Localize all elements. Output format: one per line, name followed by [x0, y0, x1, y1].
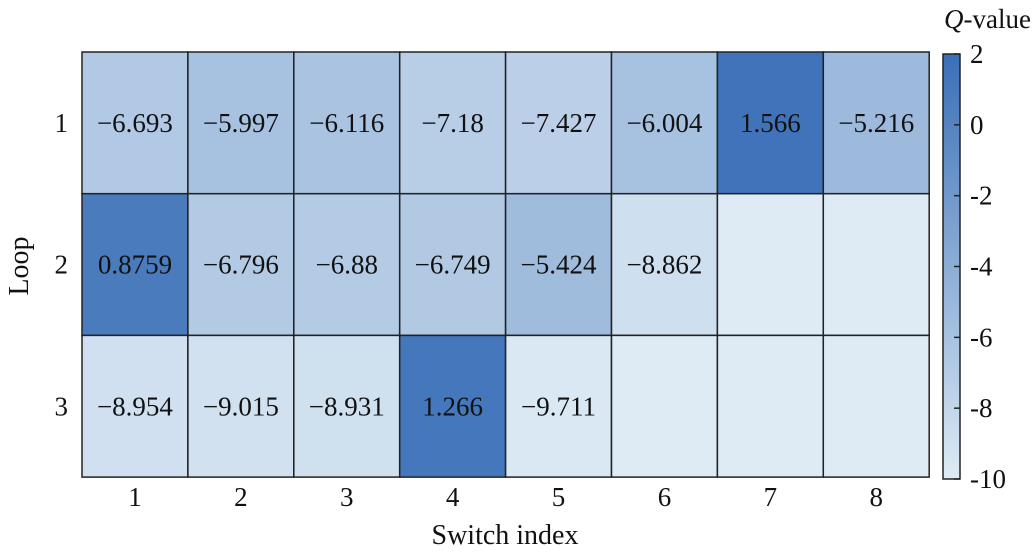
colorbar-tick-label: -2: [970, 181, 993, 211]
heatmap-cell: [398, 192, 507, 337]
cell-value-label: −6.116: [309, 108, 384, 138]
y-tick-label: 3: [55, 391, 69, 421]
heatmap-cell: [504, 51, 613, 195]
heatmap-cell: [822, 192, 930, 337]
x-tick-label: 4: [446, 482, 460, 512]
cell-value-label: −9.711: [521, 391, 596, 421]
cell-value-label: −8.862: [626, 250, 702, 280]
cell-value-label: −8.931: [309, 391, 385, 421]
x-tick-label: 6: [658, 482, 672, 512]
x-axis-title: Switch index: [432, 520, 579, 551]
cell-value-label: −7.427: [521, 108, 597, 138]
x-tick-label: 8: [870, 482, 884, 512]
colorbar-tick-label: -10: [970, 464, 1006, 494]
heatmap-cell: [81, 334, 189, 478]
heatmap-cell: [81, 51, 189, 195]
heatmap-cell: [293, 334, 401, 478]
heatmap-cell: [610, 192, 719, 337]
heatmap-cell: [504, 334, 613, 478]
colorbar-tick-label: 2: [970, 39, 984, 69]
heatmap-cell: [716, 334, 825, 478]
heatmap-cell: [822, 51, 930, 195]
x-tick-label: 2: [234, 482, 248, 512]
colorbar-tick-label: -8: [970, 393, 993, 423]
heatmap-cell: [187, 334, 295, 478]
cell-value-label: 1.566: [740, 108, 801, 138]
heatmap-cell: [398, 334, 507, 478]
cell-value-label: −5.997: [203, 108, 279, 138]
cell-value-label: −8.954: [97, 391, 173, 421]
y-axis-title: Loop: [4, 236, 35, 295]
cell-value-label: −6.004: [626, 108, 702, 138]
colorbar-tick-label: -4: [970, 252, 993, 282]
colorbar-title: Q-value: [944, 4, 1031, 34]
colorbar-title-italic: Q: [944, 4, 964, 34]
heatmap-cell-labels: −6.693 −5.997 −6.116 −7.18 −7.427 −6.004 1.566…: [97, 108, 914, 421]
x-tick-label: 3: [340, 482, 354, 512]
heatmap-cell: [398, 51, 507, 195]
heatmap-cell: [187, 51, 295, 195]
colorbar-tick-label: -6: [970, 322, 993, 352]
y-axis-ticks: 1 2 3: [55, 108, 69, 421]
cell-value-label: −6.796: [203, 250, 279, 280]
cell-value-label: 1.266: [422, 391, 483, 421]
cell-value-label: −6.749: [415, 250, 491, 280]
heatmap-cell: [822, 334, 930, 478]
cell-value-label: −9.015: [203, 391, 279, 421]
colorbar-ticks: 2 0 -2 -4 -6 -8 -10: [954, 39, 1006, 494]
heatmap-cell: [293, 51, 401, 195]
heatmap-cell: [504, 192, 613, 337]
heatmap-cell: [610, 51, 719, 195]
cell-value-label: −5.424: [521, 250, 597, 280]
colorbar-tick-label: 0: [970, 110, 984, 140]
heatmap-cell: [716, 192, 825, 337]
y-tick-label: 1: [55, 108, 69, 138]
cell-value-label: −6.88: [316, 250, 378, 280]
cell-value-label: 0.8759: [98, 250, 172, 280]
cell-value-label: −7.18: [421, 108, 483, 138]
x-tick-label: 1: [128, 482, 142, 512]
x-tick-label: 7: [764, 482, 778, 512]
x-tick-label: 5: [552, 482, 566, 512]
y-tick-label: 2: [55, 250, 69, 280]
colorbar: 2 0 -2 -4 -6 -8 -10 Q-value: [942, 4, 1031, 494]
heatmap-cells: [81, 51, 930, 478]
heatmap-cell: [187, 192, 295, 337]
cell-value-label: −5.216: [838, 108, 914, 138]
cell-value-label: −6.693: [97, 108, 173, 138]
x-axis-ticks: 1 2 3 4 5 6 7 8: [128, 482, 883, 512]
colorbar-title-rest: -value: [964, 4, 1031, 34]
heatmap-cell: [610, 334, 719, 478]
